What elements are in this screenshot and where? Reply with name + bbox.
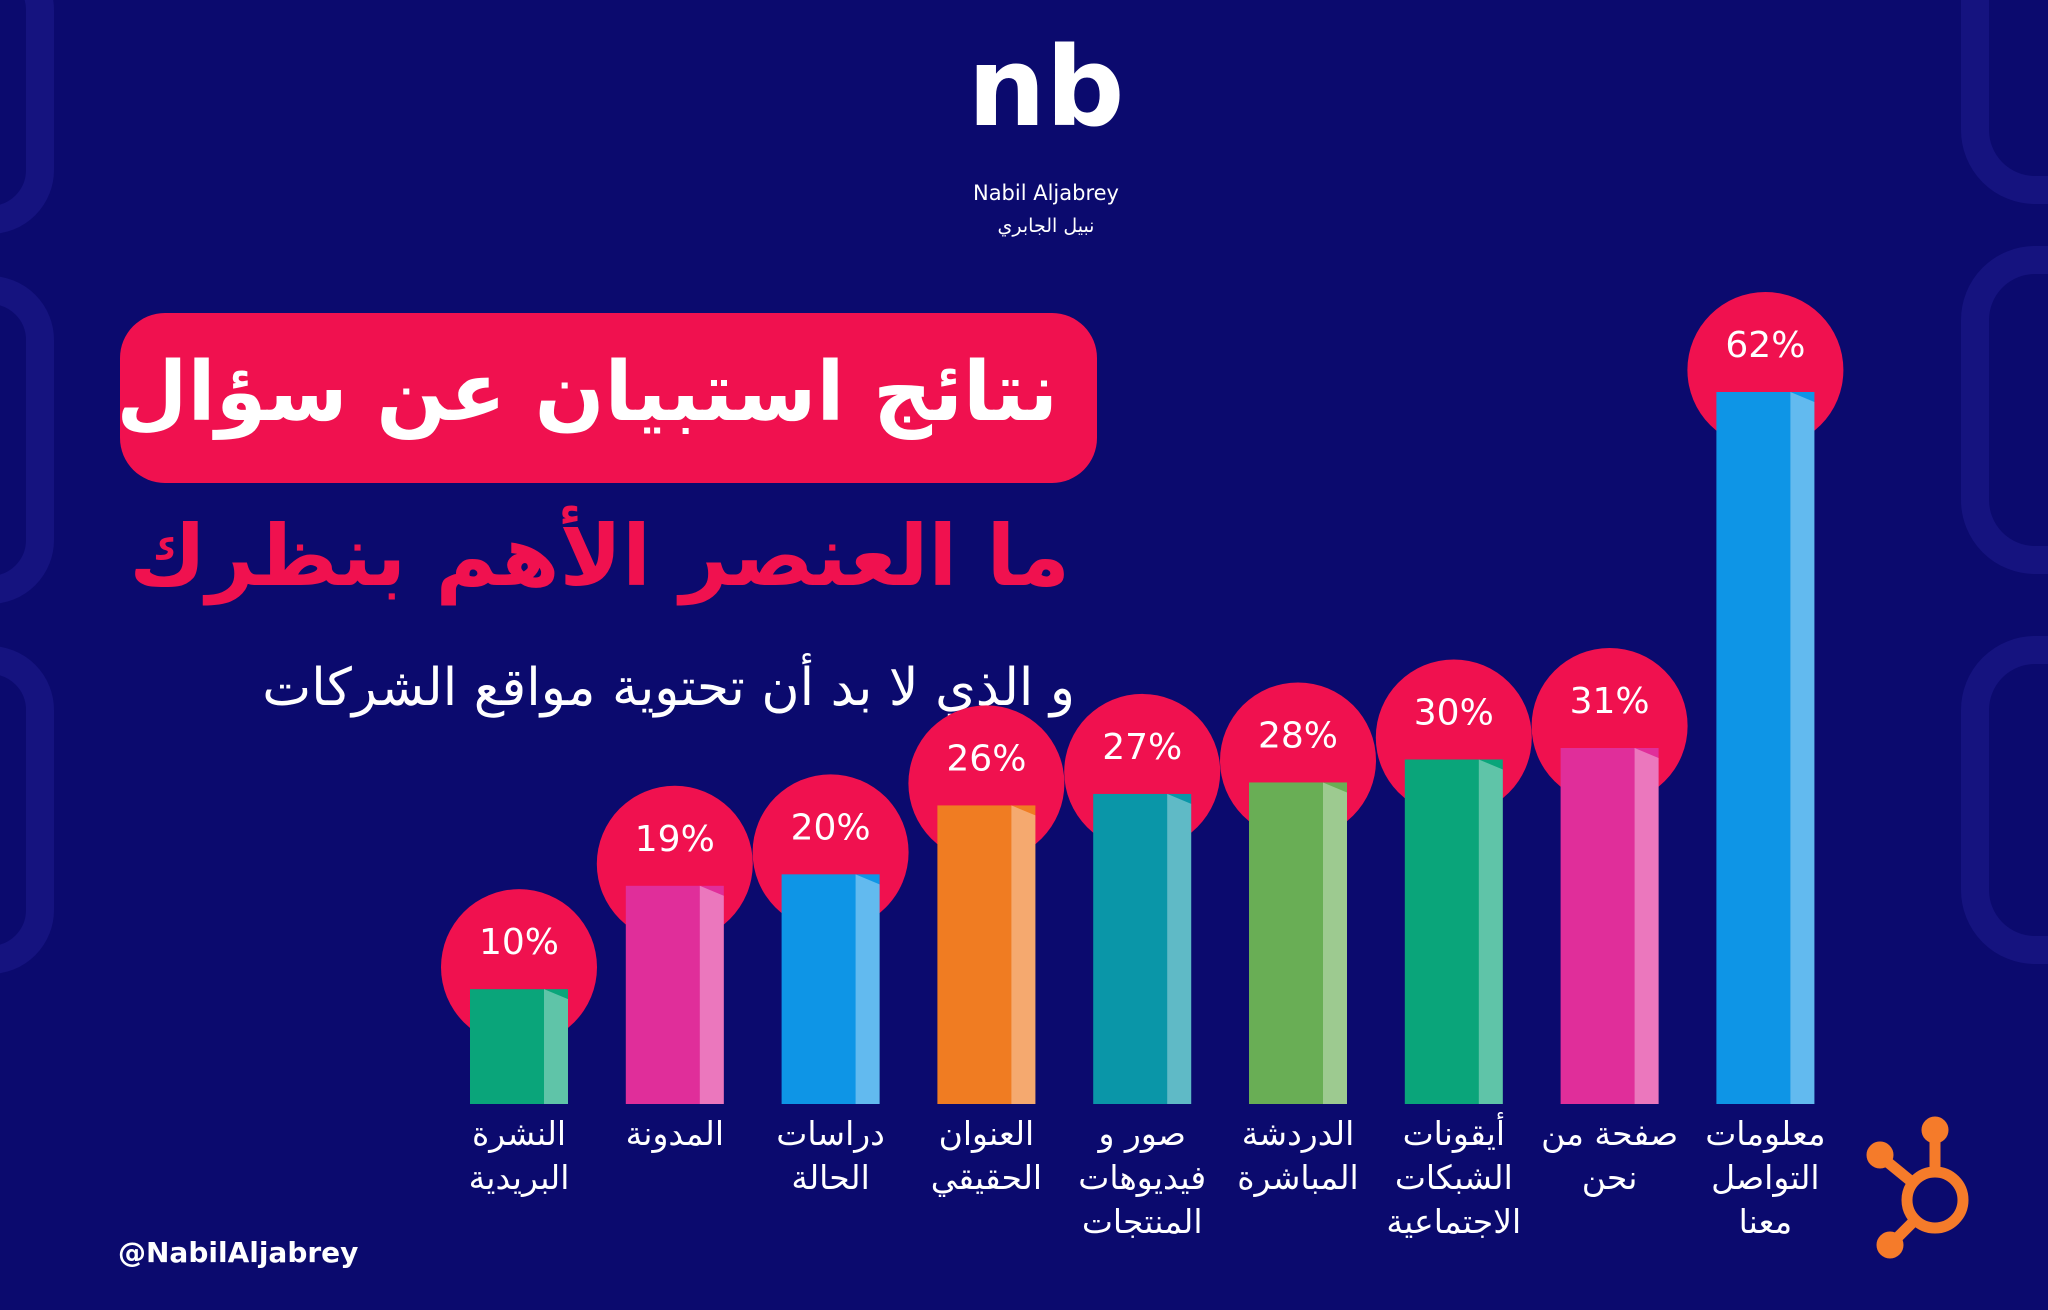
value-label: 31% (1570, 681, 1650, 722)
hubspot-icon (1866, 1116, 1969, 1259)
bar (1716, 392, 1815, 1104)
bar (625, 885, 724, 1104)
bar-side (1167, 793, 1192, 1104)
bar-side (699, 885, 724, 1104)
chart-title: نتائج استبيان عن سؤال (116, 345, 1058, 440)
category-label: النشرة البريدية (468, 1114, 570, 1197)
bar-side (1478, 759, 1503, 1104)
handle: @NabilAljabrey (118, 1236, 358, 1269)
value-label: 28% (1258, 715, 1338, 756)
value-label: 10% (479, 922, 559, 963)
brand-ar: نبيل الجابري (998, 215, 1095, 237)
logo: nb (967, 23, 1124, 151)
category-label: الدردشة المباشرة (1237, 1114, 1359, 1197)
bar-side (1634, 748, 1659, 1104)
bar-side (1790, 392, 1815, 1104)
category-label: العنوان الحقيقي (930, 1114, 1043, 1197)
category-label: معلومات التواصل معنا (1705, 1114, 1826, 1241)
bar (937, 805, 1036, 1104)
value-label: 27% (1102, 727, 1182, 768)
chart-caption: و الذي لا بد أن تحتوية مواقع الشركات (262, 653, 1075, 718)
bar (1249, 782, 1347, 1104)
value-label: 19% (635, 819, 715, 860)
bar (470, 989, 568, 1104)
bar-side (544, 989, 568, 1104)
background-pattern (0, 0, 2048, 974)
value-label: 62% (1725, 325, 1805, 366)
category-label: أيقونات الشبكات الاجتماعية (1386, 1114, 1522, 1241)
bar-side (1011, 805, 1036, 1104)
value-label: 30% (1414, 692, 1494, 733)
bar-side (855, 874, 880, 1104)
category-label: دراسات الحالة (776, 1114, 885, 1197)
category-label: صور و فيديوهات المنتجات (1078, 1114, 1207, 1241)
bar-side (1323, 782, 1347, 1104)
category-label: صفحة من نحن (1541, 1114, 1679, 1197)
bar (1560, 748, 1659, 1104)
bar (781, 874, 880, 1104)
bar (1404, 759, 1503, 1104)
chart-subtitle: ما العنصر الأهم بنظرك (129, 505, 1070, 606)
value-label: 20% (791, 807, 871, 848)
value-label: 26% (946, 738, 1026, 779)
title-box (120, 313, 1097, 483)
bar (1093, 793, 1192, 1104)
category-label: المدونة (625, 1114, 725, 1153)
brand-en: Nabil Aljabrey (973, 181, 1119, 205)
